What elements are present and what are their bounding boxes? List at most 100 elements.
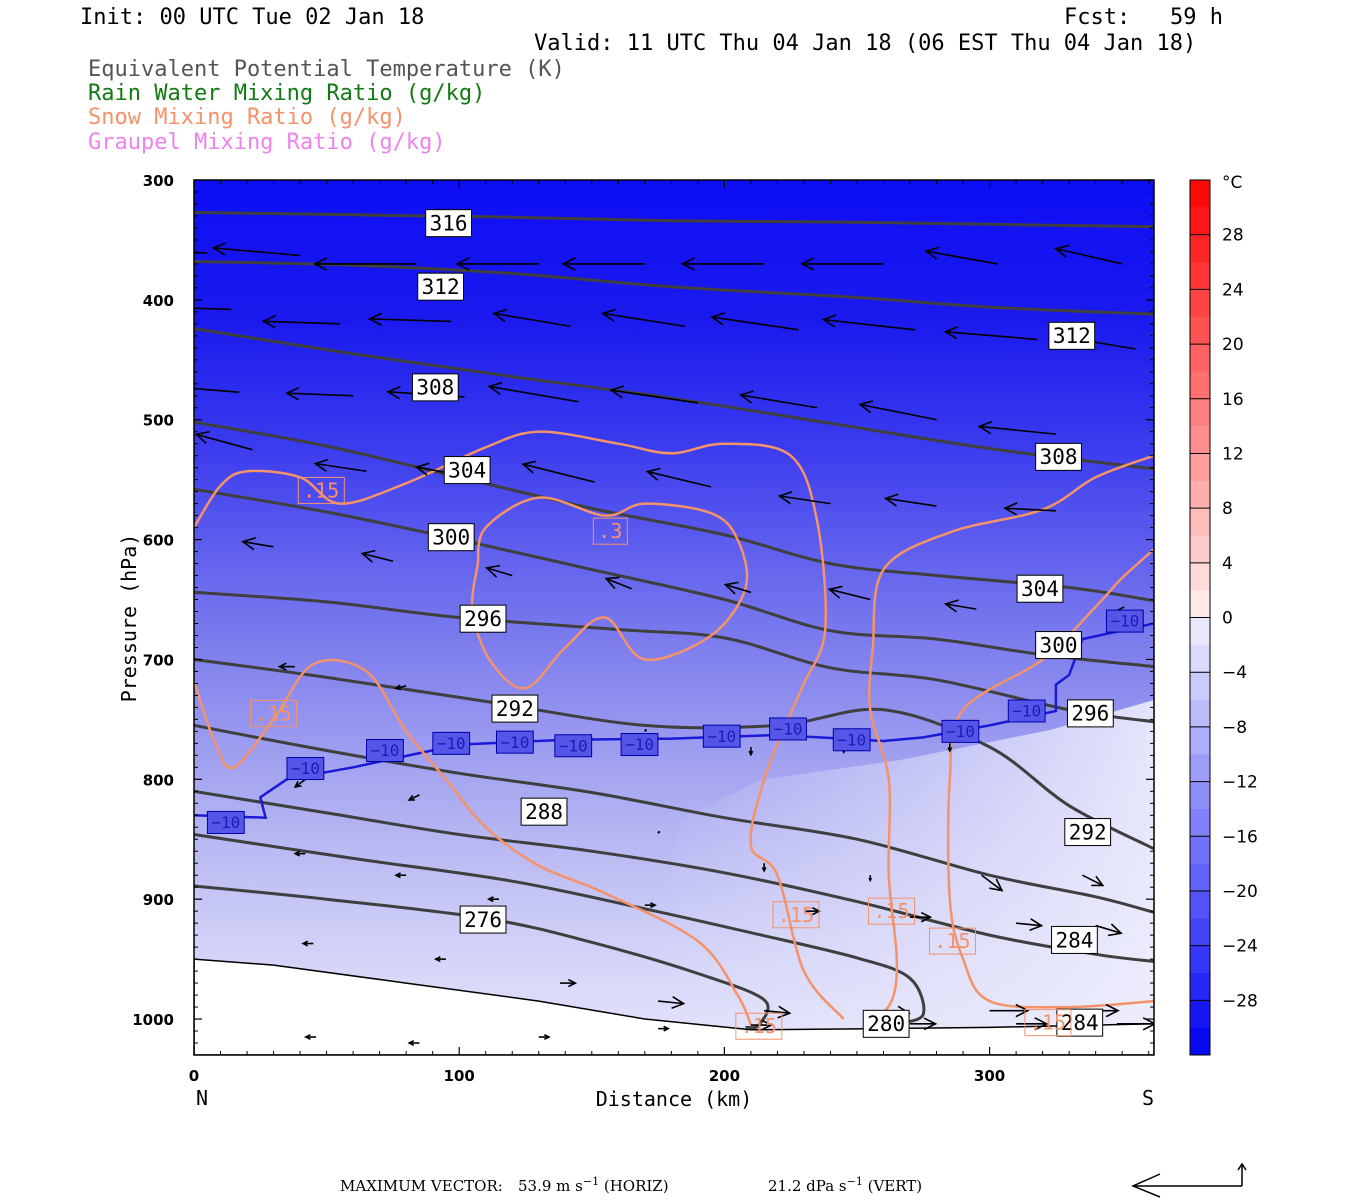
north-end-label: N: [196, 1086, 208, 1110]
colorbar-label: −16: [1222, 827, 1258, 847]
colorbar-label: −24: [1222, 937, 1258, 957]
colorbar-label: −4: [1222, 663, 1247, 683]
snow-label-.15: .15: [778, 903, 814, 927]
theta-e-contour-292: [194, 658, 1154, 851]
wind-vector: [1003, 502, 1056, 516]
wind-vector: [485, 564, 513, 578]
colorbar: 28 24 20 16 12 8 4 0 −4 −8 −12 −16 −20 −24 −28: [1189, 179, 1258, 1056]
legend-graupel: Graupel Mixing Ratio (g/kg): [88, 130, 446, 155]
isotherm-label: −10: [559, 736, 588, 755]
vert-max-value: 21.2 dPa s−1 (VERT): [768, 1175, 922, 1195]
plot-frame: [193, 179, 1155, 1056]
warm-region-shading: [640, 700, 1154, 1055]
theta-e-contour-284: [194, 789, 1154, 963]
y-tick-label: 800: [143, 771, 174, 789]
colorbar-bin: [1190, 590, 1210, 618]
wind-vector: [492, 308, 571, 328]
theta-e-label-276-box: [459, 905, 507, 934]
theta-e-label-292-box: [491, 694, 539, 723]
theta-e-label-304-box: [443, 456, 491, 485]
theta-e-label-296: 296: [464, 607, 502, 631]
theta-e-label-292: 292: [496, 697, 534, 721]
colorbar-bin: [1190, 863, 1210, 892]
theta-e-contour-280: [194, 833, 926, 1026]
wind-vector: [748, 746, 754, 757]
colorbar-label: 8: [1222, 499, 1233, 519]
colorbar-bin: [1190, 180, 1210, 208]
colorbar-bin: [1190, 808, 1210, 837]
contour-labels: 316 312 312 308 308 304 304 300 300 296 296 292 292 2…: [206, 209, 1144, 1040]
theta-e-label-300: 300: [1040, 633, 1078, 657]
snow-label-box: [592, 517, 628, 545]
colorbar-label: −12: [1222, 773, 1258, 793]
wind-vector: [277, 662, 295, 671]
wind-vector: [738, 390, 818, 409]
wind-vector: [394, 872, 407, 879]
x-tick-label: 200: [709, 1067, 740, 1085]
colorbar-bin: [1190, 672, 1210, 701]
isotherm-label-box: [495, 730, 534, 754]
theta-e-contours: [194, 210, 1154, 1030]
theta-e-contour-308: [194, 327, 1154, 471]
wind-vector: [821, 314, 916, 331]
colorbar-label: 16: [1222, 390, 1244, 410]
theta-e-label-316: 316: [430, 212, 468, 236]
isotherm-label-box: [432, 731, 471, 755]
theta-e-contour-312: [194, 260, 1154, 316]
isotherm-label: −10: [500, 733, 529, 752]
isotherm-label-box: [206, 810, 245, 834]
theta-e-label-280: 280: [867, 1012, 905, 1036]
theta-e-label-304: 304: [448, 458, 486, 482]
isotherm-label-box: [1105, 609, 1144, 633]
wind-vector: [977, 420, 1056, 435]
x-axis-label: Distance (km): [596, 1087, 753, 1111]
theta-e-label-308-box: [1035, 442, 1082, 471]
isotherm-label: −10: [211, 813, 240, 832]
wind-vector: [644, 728, 648, 732]
wind-vector: [455, 257, 539, 271]
snow-label-.15: .15: [255, 701, 291, 725]
wind-vector: [947, 743, 953, 753]
theta-e-label-292-box: [1064, 818, 1112, 847]
colorbar-bin: [1190, 453, 1210, 482]
wind-vector: [241, 536, 274, 551]
colorbar-bin: [1190, 508, 1210, 536]
isotherm-label-box: [366, 739, 404, 763]
isotherm-label: −10: [774, 720, 803, 739]
valid-time: Valid: 11 UTC Thu 04 Jan 18 (06 EST Thu …: [534, 31, 1197, 56]
colorbar-bin: [1190, 398, 1210, 427]
colorbar-label: −28: [1222, 991, 1258, 1011]
wind-vector: [680, 257, 765, 271]
wind-vector: [604, 576, 632, 590]
wind-vector: [561, 257, 645, 271]
colorbar-label: 28: [1222, 226, 1244, 246]
terrain: [194, 958, 1154, 1055]
wind-vector: [194, 387, 240, 393]
theta-e-label-288: 288: [525, 800, 563, 824]
colorbar-bin: [1190, 726, 1210, 755]
y-tick-label: 300: [143, 172, 174, 190]
snow-label-.15: .15: [741, 1014, 777, 1038]
isotherm-label-box: [941, 719, 980, 743]
snow-contour-1: [470, 496, 749, 690]
wind-vector: [293, 850, 306, 857]
snow-label-box: [772, 901, 820, 929]
colorbar-bin: [1190, 699, 1210, 728]
isotherm-label: −10: [946, 722, 975, 741]
wind-vector: [868, 875, 873, 883]
snow-contour-2: [194, 658, 753, 1026]
wind-vector: [645, 467, 712, 488]
wind-vector: [194, 307, 232, 311]
theta-e-label-284: 284: [1061, 1011, 1099, 1035]
colorbar-bin: [1190, 1027, 1210, 1056]
theta-e-contour-288: [194, 723, 1154, 914]
colorbar-bin: [1190, 234, 1210, 263]
wind-vector: [943, 326, 1038, 341]
theta-e-label-308: 308: [1040, 445, 1078, 469]
colorbar-bin: [1190, 562, 1210, 591]
colorbar-unit: °C: [1222, 173, 1242, 193]
snow-label-box: [297, 476, 345, 504]
wind-vector: [394, 684, 407, 691]
horiz-max-value: 53.9 m s−1 (HORIZ): [518, 1175, 669, 1195]
isotherm-label: −10: [370, 741, 399, 760]
